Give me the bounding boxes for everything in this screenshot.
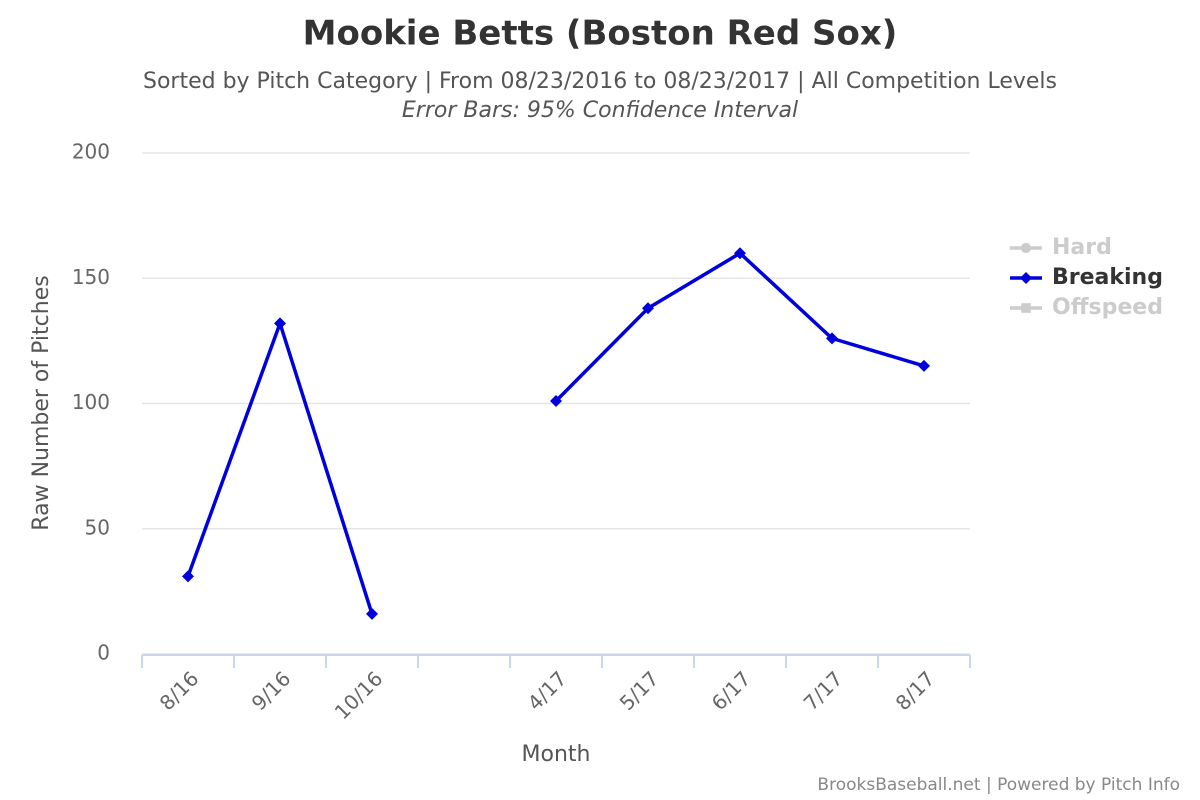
y-tick-label: 0 (97, 641, 110, 665)
x-tick-label: 8/16 (155, 666, 204, 715)
data-point (366, 607, 378, 620)
y-tick-label: 150 (72, 265, 110, 289)
data-point (642, 302, 654, 315)
chart-subtitle: Sorted by Pitch Category | From 08/23/20… (143, 69, 1057, 94)
data-point (274, 317, 286, 330)
x-axis-label: Month (522, 742, 591, 767)
x-tick-label: 10/16 (330, 666, 388, 724)
legend-marker (1020, 242, 1032, 254)
y-tick-label: 200 (72, 140, 110, 164)
chart-title: Mookie Betts (Boston Red Sox) (303, 14, 898, 54)
x-tick-label: 8/17 (891, 666, 940, 715)
data-point (734, 247, 746, 260)
legend-marker (1021, 303, 1031, 313)
y-tick-label: 100 (72, 390, 110, 414)
data-point (918, 359, 930, 372)
legend-label: Breaking (1052, 265, 1163, 290)
credits: BrooksBaseball.net | Powered by Pitch In… (817, 775, 1180, 795)
y-tick-label: 50 (85, 515, 110, 539)
legend-label: Offspeed (1052, 295, 1163, 320)
series-line (186, 251, 925, 615)
y-axis-label: Raw Number of Pitches (29, 275, 54, 530)
data-point (182, 570, 194, 583)
annotation: Error Bars: 95% Confidence Interval (402, 98, 798, 123)
data-point (550, 394, 562, 407)
x-tick-label: 7/17 (799, 666, 848, 715)
x-tick-label: 4/17 (523, 666, 572, 715)
x-tick-label: 9/16 (247, 666, 296, 715)
legend-marker (1020, 272, 1032, 284)
x-tick-label: 5/17 (615, 666, 664, 715)
legend-label: Hard (1052, 235, 1112, 260)
data-point (826, 332, 838, 345)
x-tick-label: 6/17 (707, 666, 756, 715)
